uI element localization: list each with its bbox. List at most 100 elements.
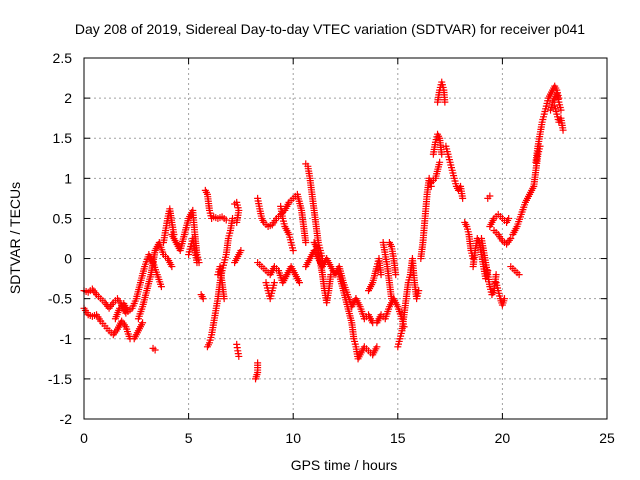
series-s37 <box>477 235 500 299</box>
series-s4 <box>134 239 176 323</box>
data-point <box>327 271 335 279</box>
series-s21 <box>302 160 326 263</box>
x-tick-label: 15 <box>390 430 406 446</box>
chart-title: Day 208 of 2019, Sidereal Day-to-day VTE… <box>75 21 585 37</box>
series-s10 <box>197 291 207 303</box>
series-s9 <box>201 186 230 224</box>
series-s45 <box>551 102 567 134</box>
data-point <box>507 235 515 242</box>
series-s13 <box>231 198 243 226</box>
series-s42 <box>507 263 523 279</box>
data-point <box>500 295 508 303</box>
series-s26 <box>365 255 385 295</box>
data-point <box>235 352 243 360</box>
data-point <box>222 216 230 224</box>
x-tick-label: 10 <box>285 430 301 446</box>
axis-ticks: 0 5 10 15 20 25 -2 -1.5 -1 -0.5 0 0.5 1 1.5 2 2.5 <box>48 50 615 446</box>
y-tick-label: 0 <box>64 251 72 267</box>
data-point <box>392 271 400 279</box>
series-s43 <box>509 142 544 238</box>
x-tick-label: 5 <box>185 430 193 446</box>
data-point <box>492 271 500 279</box>
series-s35 <box>461 218 477 263</box>
data-point <box>295 279 303 287</box>
series-s27 <box>379 239 396 303</box>
series-s3 <box>111 251 165 323</box>
series-s44 <box>532 82 563 166</box>
series-s19 <box>254 259 303 287</box>
data-point <box>438 150 446 158</box>
y-axis-label: SDTVAR / TECUs <box>7 182 23 294</box>
data-point <box>515 271 523 279</box>
x-tick-label: 20 <box>495 430 511 446</box>
y-tick-label: 2 <box>64 90 72 106</box>
data-point <box>157 283 165 291</box>
series-s7 <box>185 235 201 267</box>
data-point <box>505 214 513 222</box>
data-point <box>559 126 567 134</box>
series-s31 <box>429 130 446 158</box>
data-point <box>220 295 228 303</box>
data-point <box>289 247 297 255</box>
data-points <box>80 78 567 383</box>
series-s33 <box>434 78 449 106</box>
y-tick-label: 1.5 <box>53 130 73 146</box>
data-point <box>388 295 396 303</box>
series-s32 <box>427 158 444 186</box>
series-s25 <box>352 295 408 331</box>
series-s40 <box>490 226 515 248</box>
series-s20 <box>262 279 278 303</box>
data-point <box>233 218 241 226</box>
series-s14 <box>231 247 245 267</box>
data-point <box>302 239 310 247</box>
series-s23 <box>310 239 335 307</box>
y-tick-label: 2.5 <box>53 50 73 66</box>
series-s30 <box>417 174 435 263</box>
y-tick-label: -1.5 <box>48 371 72 387</box>
series-s5 <box>159 205 178 247</box>
data-point <box>151 346 159 354</box>
series-s18 <box>277 202 297 255</box>
data-point <box>441 98 449 106</box>
series-s46 <box>547 90 565 114</box>
y-tick-label: 0.5 <box>53 210 73 226</box>
data-point <box>270 279 278 287</box>
data-point <box>486 192 494 200</box>
series-s34 <box>442 142 467 202</box>
x-tick-label: 0 <box>80 430 88 446</box>
data-point <box>377 271 385 279</box>
data-point <box>229 214 237 222</box>
series-s2 <box>80 304 147 343</box>
data-point <box>237 247 245 255</box>
data-point <box>193 259 201 267</box>
plot-frame <box>83 57 608 420</box>
data-point <box>254 359 262 367</box>
series-s29 <box>394 255 423 351</box>
data-point <box>168 263 176 271</box>
data-point <box>139 319 147 327</box>
data-point <box>436 158 444 166</box>
series-s11 <box>203 214 237 351</box>
series-s8 <box>149 344 159 354</box>
series-s28 <box>385 239 400 279</box>
data-point <box>557 106 565 114</box>
x-tick-label: 25 <box>599 430 615 446</box>
series-s17 <box>254 190 310 247</box>
series-s38 <box>484 192 494 202</box>
series-s16 <box>252 359 262 383</box>
series-s12 <box>214 263 228 303</box>
data-point <box>373 343 381 351</box>
y-tick-label: -0.5 <box>48 291 72 307</box>
y-tick-label: -2 <box>60 411 73 427</box>
data-point <box>415 287 423 295</box>
data-point <box>199 295 207 303</box>
series-s24 <box>335 271 381 363</box>
series-s39 <box>486 210 513 230</box>
series-s15 <box>233 340 243 360</box>
data-point <box>459 194 467 202</box>
y-tick-label: -1 <box>60 331 73 347</box>
x-axis-label: GPS time / hours <box>291 457 398 473</box>
y-tick-label: 1 <box>64 170 72 186</box>
series-s6 <box>168 206 203 267</box>
